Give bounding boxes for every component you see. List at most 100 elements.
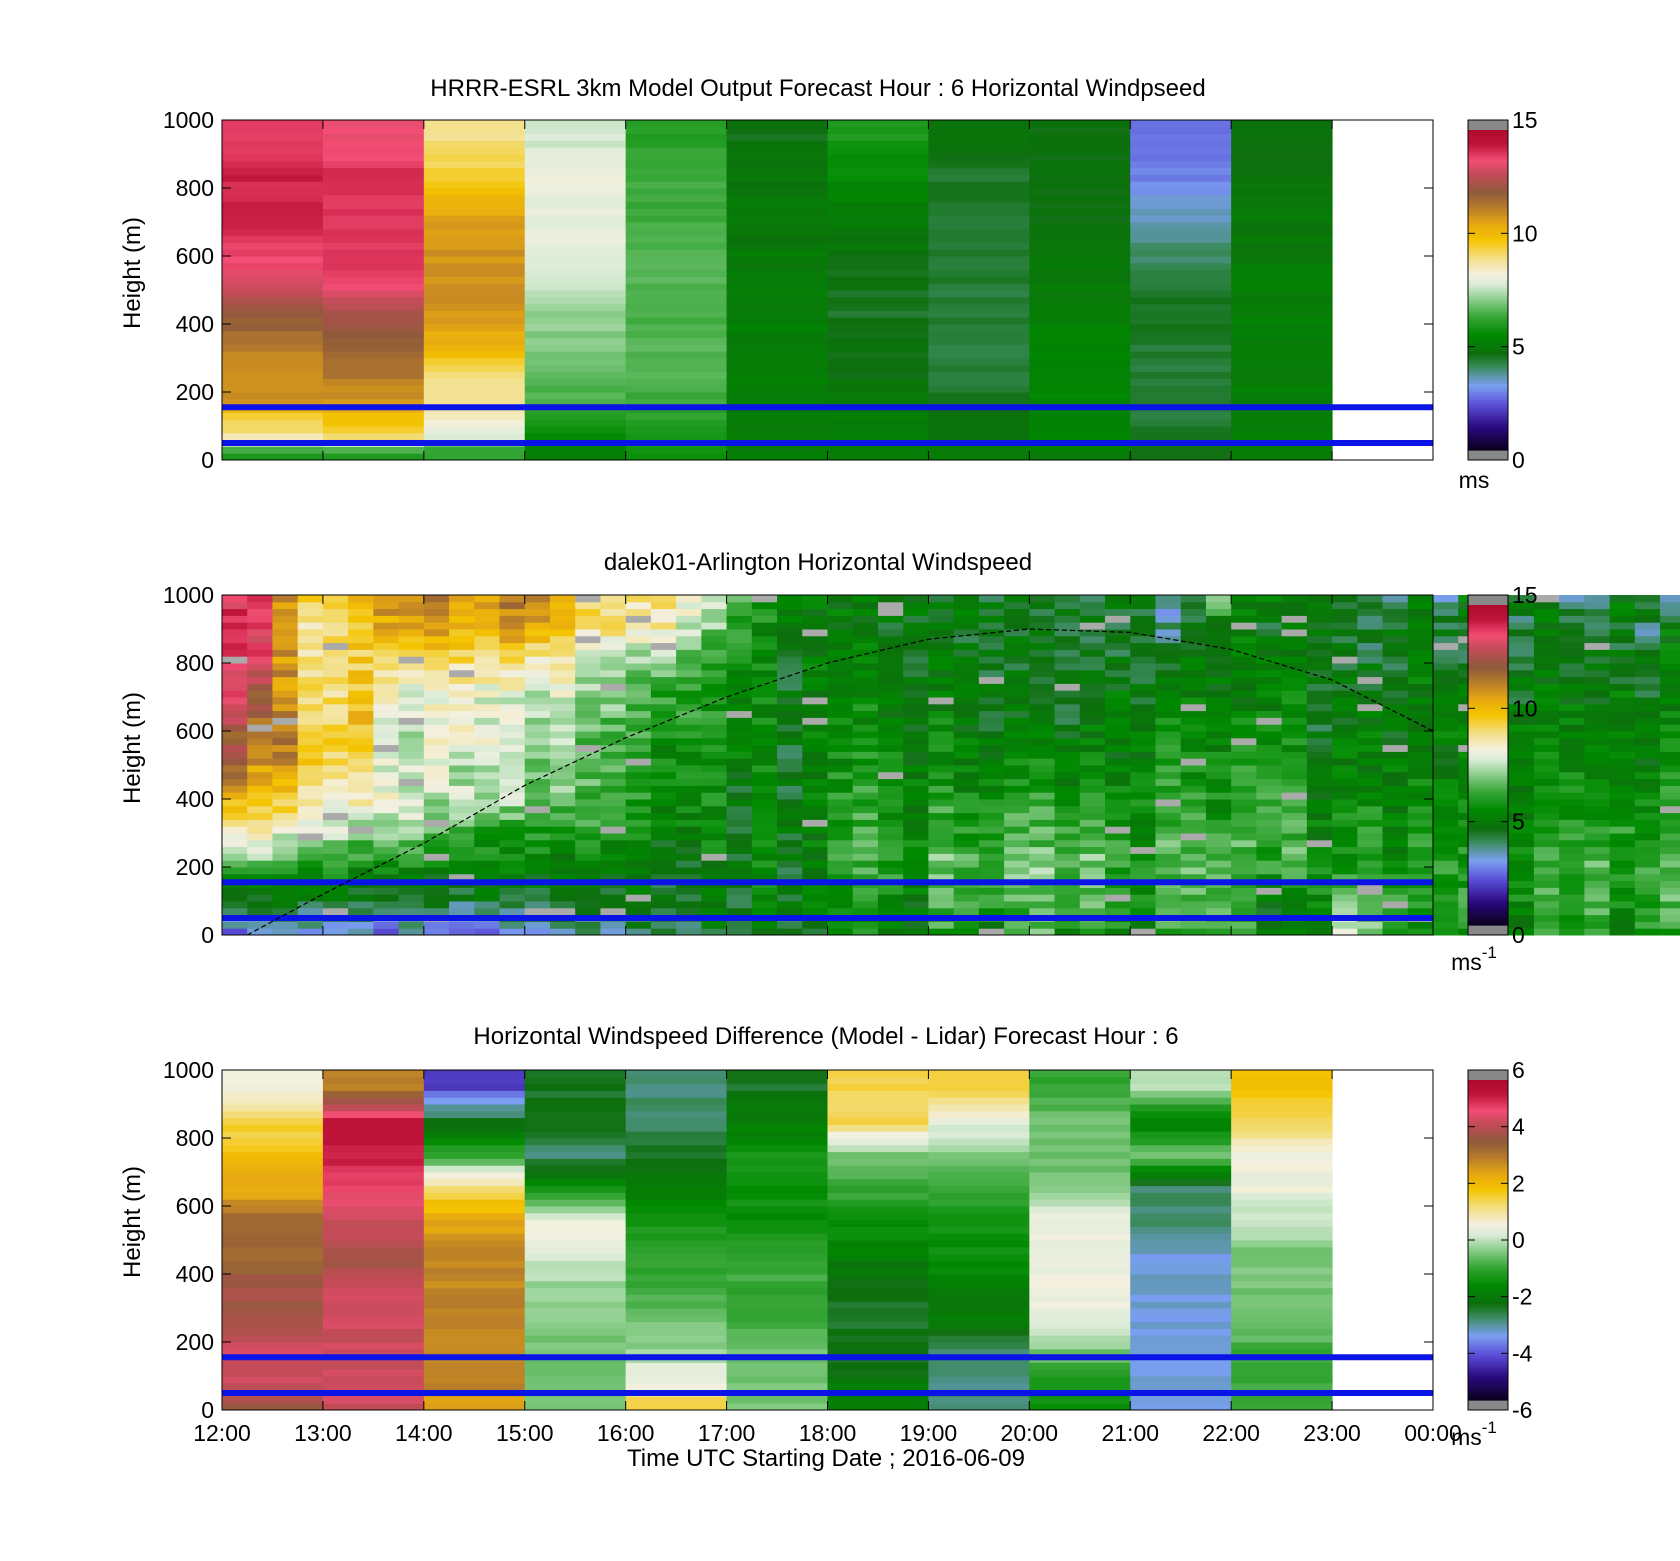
heatmap-cell	[322, 371, 425, 379]
heatmap-cell	[802, 635, 828, 644]
heatmap-cell	[272, 839, 299, 848]
heatmap-cell	[827, 1314, 929, 1323]
heatmap-cell	[777, 601, 803, 610]
heatmap-cell	[524, 1131, 627, 1139]
heatmap-cell	[625, 1090, 728, 1098]
heatmap-cell	[852, 690, 879, 698]
heatmap-cell	[524, 751, 551, 759]
colorbar-swatch	[1468, 829, 1508, 833]
heatmap-cell	[1433, 805, 1459, 814]
heatmap-cell	[247, 833, 273, 841]
heatmap-cell	[1205, 778, 1232, 786]
heatmap-cell	[322, 690, 349, 698]
heatmap-cell	[222, 1185, 324, 1193]
heatmap-cell	[726, 262, 828, 271]
heatmap-cell	[524, 194, 627, 203]
heatmap-cell	[1508, 799, 1535, 807]
colorbar-swatch	[1468, 372, 1508, 376]
heatmap-cell	[1306, 792, 1333, 800]
heatmap-cell	[1029, 249, 1131, 257]
heatmap-cell	[600, 833, 627, 841]
heatmap-cell	[423, 242, 526, 250]
heatmap-cell	[297, 615, 324, 623]
heatmap-cell	[1054, 635, 1081, 644]
heatmap-cell	[1130, 1144, 1232, 1153]
colorbar-swatch	[1468, 418, 1508, 422]
heatmap-cell	[1508, 683, 1535, 691]
heatmap-cell	[928, 256, 1030, 264]
heatmap-cell	[1155, 710, 1182, 718]
heatmap-cell	[1382, 669, 1409, 678]
heatmap-cell	[1029, 615, 1056, 623]
heatmap-cell	[322, 819, 349, 827]
heatmap-cell	[928, 1314, 1030, 1323]
heatmap-cell	[222, 154, 324, 162]
heatmap-cell	[1231, 826, 1257, 834]
heatmap-cell	[827, 1369, 929, 1377]
heatmap-cell	[272, 867, 299, 875]
heatmap-cell	[625, 1117, 728, 1125]
heatmap-cell	[322, 432, 425, 441]
heatmap-cell	[423, 697, 450, 705]
heatmap-cell	[1155, 669, 1182, 678]
heatmap-cell	[1029, 215, 1131, 223]
heatmap-cell	[222, 615, 248, 623]
heatmap-cell	[297, 894, 324, 902]
heatmap-cell	[903, 717, 929, 725]
heatmap-cell	[423, 860, 450, 868]
colorbar-swatch	[1468, 287, 1508, 291]
heatmap-cell	[827, 1110, 929, 1119]
heatmap-cell	[928, 147, 1030, 155]
heatmap-cell	[928, 412, 1030, 420]
heatmap-cell	[322, 344, 425, 352]
heatmap-cell	[222, 1321, 324, 1329]
heatmap-cell	[928, 683, 955, 691]
heatmap-cell	[1079, 839, 1106, 848]
heatmap-cell	[524, 126, 627, 135]
heatmap-cell	[1433, 710, 1459, 718]
heatmap-cell	[1231, 1090, 1333, 1098]
heatmap-cell	[877, 901, 904, 909]
heatmap-cell	[1433, 649, 1459, 657]
heatmap-cell	[1634, 833, 1661, 841]
heatmap-cell	[726, 222, 828, 230]
heatmap-cell	[625, 256, 728, 264]
heatmap-cell	[928, 608, 955, 616]
heatmap-cell	[524, 629, 551, 637]
heatmap-cell	[701, 785, 728, 793]
heatmap-cell	[297, 853, 324, 861]
heatmap-cell	[1306, 669, 1333, 678]
heatmap-cell	[1634, 595, 1661, 603]
heatmap-cell	[777, 737, 803, 746]
heatmap-cell	[726, 1185, 828, 1193]
heatmap-cell	[903, 629, 929, 637]
heatmap-cell	[449, 819, 475, 827]
heatmap-cell	[650, 901, 677, 909]
heatmap-cell	[1508, 595, 1535, 603]
heatmap-cell	[1660, 785, 1680, 793]
heatmap-cell	[1029, 167, 1131, 175]
heatmap-cell	[222, 1287, 324, 1295]
heatmap-cell	[1357, 805, 1384, 814]
heatmap-cell	[1533, 710, 1560, 718]
heatmap-cell	[802, 717, 828, 725]
heatmap-cell	[1407, 901, 1434, 909]
heatmap-cell	[222, 595, 248, 603]
heatmap-cell	[222, 860, 248, 868]
heatmap-cell	[524, 846, 551, 854]
heatmap-cell	[1079, 907, 1106, 916]
heatmap-cell	[777, 635, 803, 644]
heatmap-cell	[549, 683, 576, 691]
heatmap-cell	[247, 656, 273, 664]
heatmap-cell	[222, 731, 248, 739]
heatmap-cell	[1231, 1206, 1333, 1214]
heatmap-cell	[373, 758, 400, 766]
heatmap-cell	[247, 867, 273, 875]
colorbar-swatch	[1468, 765, 1508, 769]
heatmap-cell	[726, 907, 753, 916]
heatmap-cell	[222, 839, 248, 848]
heatmap-cell	[625, 167, 728, 175]
heatmap-cell	[1029, 358, 1131, 366]
heatmap-cell	[575, 853, 601, 861]
heatmap-cell	[524, 1110, 627, 1119]
